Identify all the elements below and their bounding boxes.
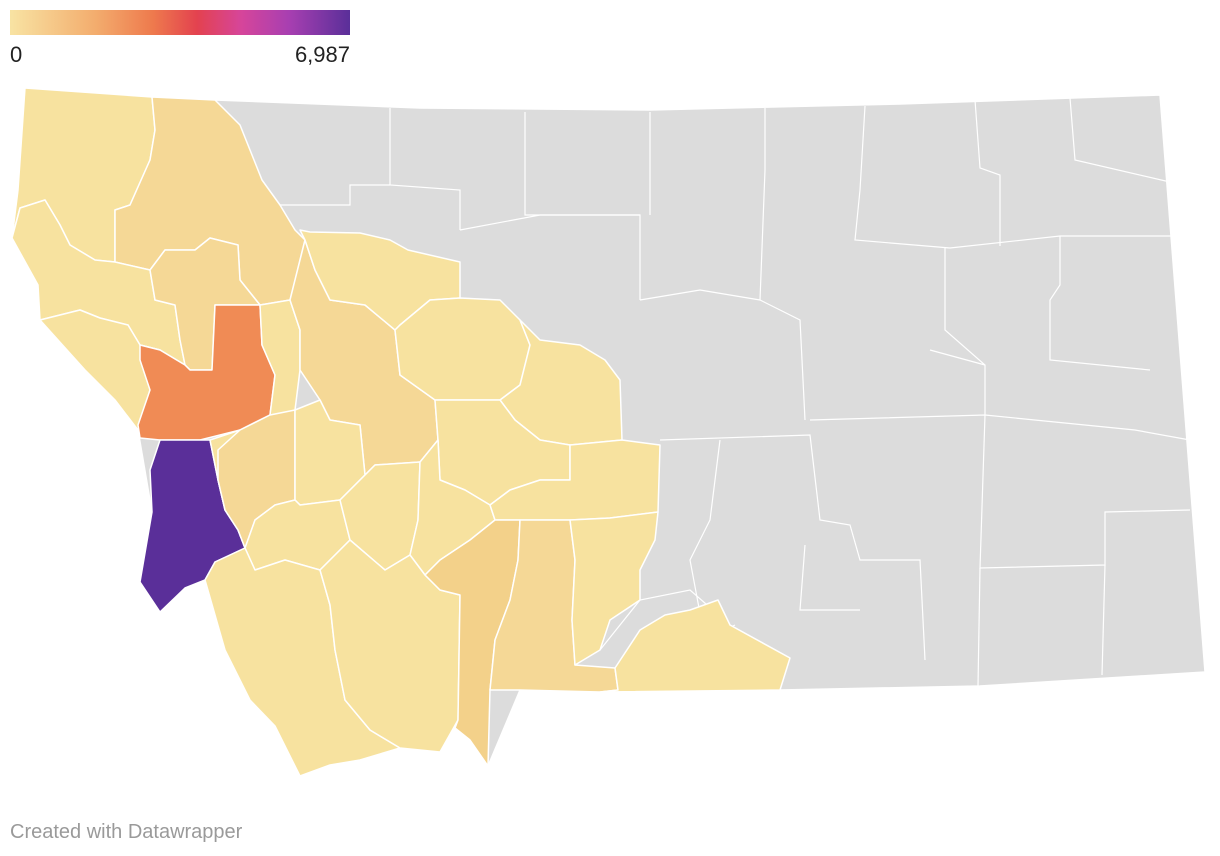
datawrapper-credit[interactable]: Created with Datawrapper [10,821,243,843]
color-legend: 0 6,987 [10,10,350,67]
gray-county-lines [280,97,1191,687]
county-chouteau [394,297,531,401]
legend-max-label: 6,987 [294,42,350,67]
legend-min-label: 0 [10,42,23,67]
county-sweet-grass [569,511,659,666]
legend-gradient-bar [10,10,350,35]
colored-counties [11,87,791,777]
county-carbon [599,599,791,693]
